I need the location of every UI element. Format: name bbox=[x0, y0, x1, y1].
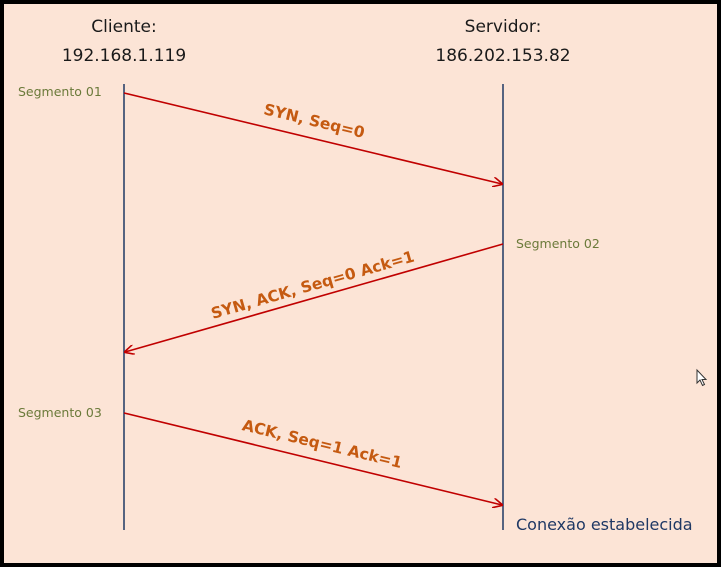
mouse-pointer-icon bbox=[696, 368, 708, 387]
client-address: 192.168.1.119 bbox=[61, 46, 187, 66]
segment-02-arrow bbox=[125, 243, 504, 352]
segment-03-arrow bbox=[123, 412, 502, 505]
client-title: Cliente: bbox=[91, 17, 157, 37]
segment-03-label: Segmento 03 bbox=[18, 405, 102, 420]
server-address: 186.202.153.82 bbox=[435, 46, 571, 66]
server-title: Servidor: bbox=[464, 17, 542, 37]
segment-01-arrow bbox=[123, 92, 502, 184]
segment-03-message: ACK, Seq=1 Ack=1 bbox=[240, 416, 404, 472]
segment-01-message: SYN, Seq=0 bbox=[262, 100, 367, 142]
segment-02-message: SYN, ACK, Seq=0 Ack=1 bbox=[209, 248, 416, 323]
connection-status: Conexão estabelecida bbox=[516, 515, 693, 534]
segment-02-label: Segmento 02 bbox=[516, 236, 600, 251]
segment-01-label: Segmento 01 bbox=[18, 84, 102, 99]
